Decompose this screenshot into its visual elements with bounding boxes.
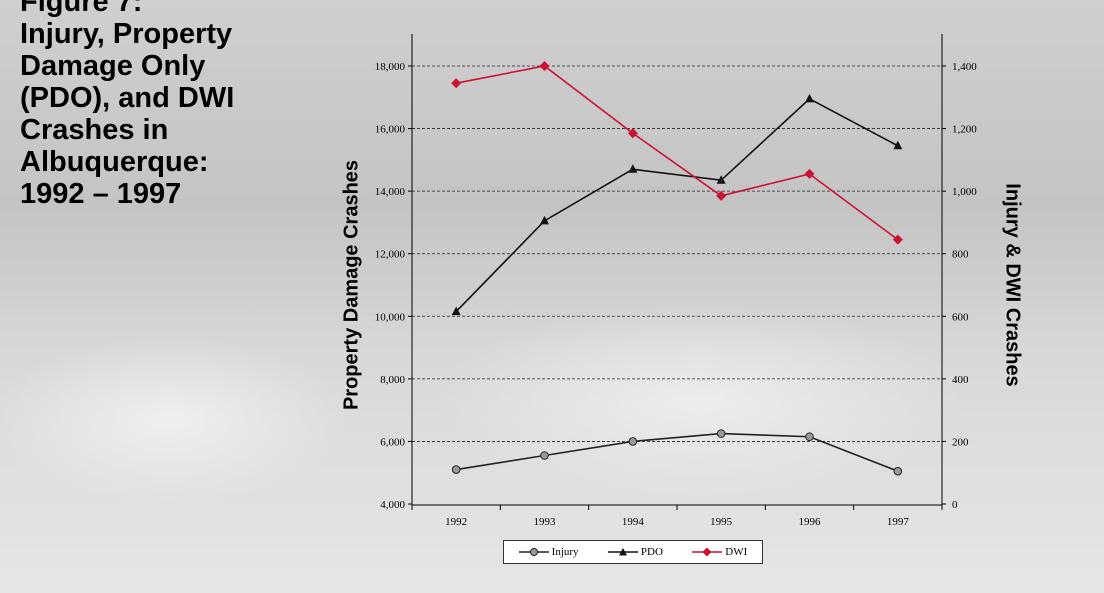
legend-item-pdo: PDO	[607, 546, 663, 558]
data-point-dwi	[539, 61, 550, 71]
series-line-dwi	[456, 65, 899, 241]
right-tick-label: 1,200	[952, 124, 977, 136]
legend-item-dwi: DWI	[692, 546, 747, 558]
legend-label-injury: Injury	[551, 546, 579, 558]
left-tick-label: 18,000	[375, 61, 406, 73]
x-tick-label: 1993	[534, 516, 557, 528]
left-tick-label: 10,000	[375, 311, 406, 323]
legend-label-dwi: DWI	[725, 546, 748, 558]
data-point-pdo	[628, 164, 638, 173]
data-point-pdo	[540, 215, 549, 225]
legend-label-pdo: PDO	[640, 546, 663, 558]
left-tick-label: 6,000	[380, 436, 405, 448]
right-tick-label: 600	[952, 311, 969, 323]
right-tick-label: 400	[952, 374, 969, 386]
left-tick-label: 8,000	[380, 374, 405, 386]
left-tick-label: 16,000	[375, 124, 406, 136]
data-point-dwi	[716, 190, 727, 201]
x-tick-label: 1994	[622, 516, 645, 528]
data-point-pdo	[893, 140, 903, 150]
data-point-pdo	[451, 306, 461, 316]
right-tick-label: 1,000	[952, 186, 977, 198]
data-point-injury	[716, 429, 726, 438]
legend: Injury PDO DWI	[503, 540, 763, 564]
data-point-dwi	[451, 78, 462, 89]
figure-title: Figure 7: Injury, Property Damage Only (…	[20, 0, 235, 210]
left-tick-label: 14,000	[375, 186, 406, 198]
x-tick-label: 1997	[887, 516, 910, 528]
x-tick-label: 1995	[710, 516, 733, 528]
data-point-pdo	[805, 93, 814, 103]
legend-marker-injury	[518, 548, 549, 556]
legend-marker-pdo	[607, 548, 638, 556]
series-line-injury	[456, 432, 899, 472]
data-point-injury	[540, 451, 549, 460]
left-tick-label: 12,000	[375, 249, 406, 261]
x-tick-label: 1996	[799, 516, 822, 528]
data-point-dwi	[892, 234, 903, 245]
data-point-injury	[628, 437, 638, 446]
data-point-pdo	[716, 175, 726, 184]
legend-marker-dwi	[692, 547, 723, 557]
data-point-dwi	[804, 168, 815, 179]
series-line-pdo	[455, 97, 899, 313]
left-tick-label: 4,000	[380, 499, 405, 511]
right-tick-label: 0	[952, 499, 958, 511]
legend-item-injury: Injury	[518, 546, 579, 558]
data-point-injury	[893, 466, 903, 476]
data-point-dwi	[627, 128, 638, 139]
data-point-injury	[805, 432, 814, 442]
data-point-injury	[451, 465, 461, 474]
right-tick-label: 800	[952, 249, 969, 261]
right-tick-label: 200	[952, 436, 969, 448]
x-tick-label: 1992	[445, 516, 467, 528]
right-tick-label: 1,400	[952, 61, 977, 73]
